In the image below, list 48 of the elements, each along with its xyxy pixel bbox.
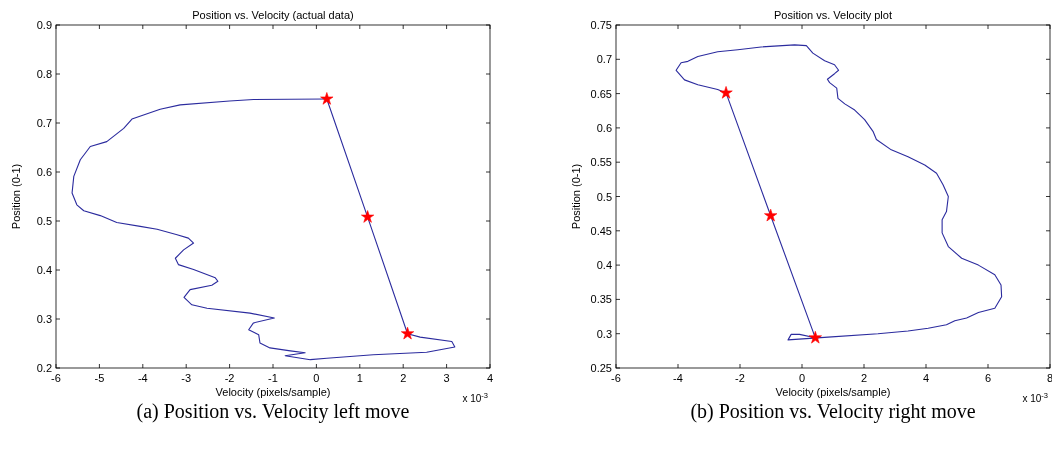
chart-title: Position vs. Velocity (actual data) [192,9,354,21]
y-tick-label: 0.35 [590,293,612,306]
y-tick-label: 0.6 [36,166,52,178]
x-tick-label: -4 [673,372,683,384]
x-tick-label: -6 [51,372,61,384]
y-tick-label: 0.45 [590,224,612,237]
x-tick-label: -5 [94,372,105,384]
x-tick-label: -6 [611,372,621,384]
y-tick-label: 0.8 [36,68,52,80]
text: (a) Position vs. Velocity left move [136,400,410,423]
x-tick-label: 6 [984,372,992,384]
y-tick-label: 0.7 [36,117,52,129]
x-tick-label: 8 [1046,372,1052,384]
y-tick-label: 0.9 [36,19,52,31]
text: (b) Position vs. Velocity right move [690,400,976,423]
y-tick-label: 0.4 [596,259,612,272]
x-tick-label: 1 [356,372,363,384]
text: x 10$^{-3}$ [462,390,488,404]
x-tick-label: -2 [224,372,235,384]
y-tick-label: 0.55 [590,156,612,169]
y-axis-title: Position (0-1) [10,163,22,230]
x-tick-label: 0 [313,372,320,384]
x-tick-label: 3 [443,372,450,384]
y-tick-label: 0.3 [36,313,52,325]
y-tick-label: 0.6 [596,121,612,134]
x-tick-label: 2 [860,372,868,384]
text: x 10$^{-3}$ [1022,390,1048,404]
x-tick-label: -4 [137,372,148,384]
x-axis-title: Velocity (pixels/sample) [215,386,331,398]
x-tick-label: 2 [400,372,407,384]
x-tick-label: 4 [486,372,494,384]
x-tick-label: -2 [735,372,745,384]
x-tick-label: -3 [181,372,192,384]
y-tick-label: 0.25 [590,362,612,374]
y-axis-title: Position (0-1) [570,163,582,230]
y-tick-label: 0.2 [36,362,52,374]
x-tick-label: 0 [798,372,806,384]
x-axis-title: Velocity (pixels/sample) [775,386,891,398]
y-tick-label: 0.4 [36,264,52,276]
y-tick-label: 0.7 [596,53,612,66]
y-tick-label: 0.65 [590,87,612,100]
chart-title: Position vs. Velocity plot [773,9,893,21]
y-tick-label: 0.75 [590,19,612,31]
x-tick-label: -1 [268,372,278,384]
y-tick-label: 0.3 [596,327,612,340]
y-tick-label: 0.5 [36,215,52,227]
y-tick-label: 0.5 [596,190,612,203]
x-tick-label: 4 [922,372,930,384]
